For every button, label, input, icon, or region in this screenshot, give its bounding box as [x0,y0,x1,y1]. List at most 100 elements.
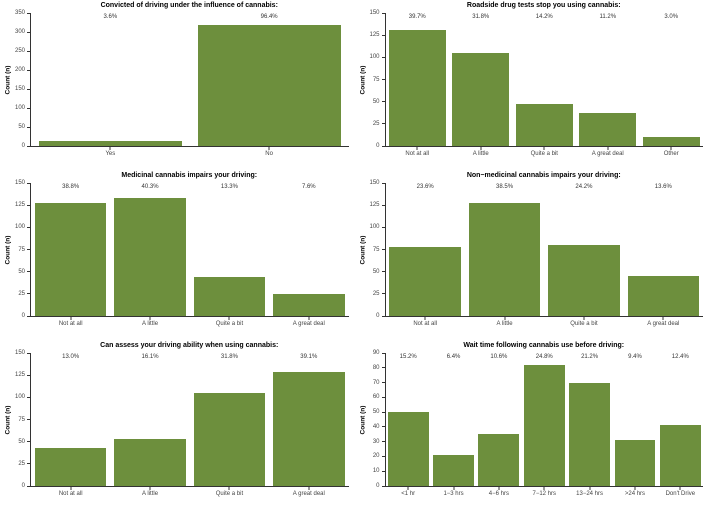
x-tick-mark [268,147,270,150]
x-tick-label: <1 hr [401,491,416,497]
x-tick-mark [228,317,230,320]
x-tick-label: A little [472,151,489,157]
bar [273,371,345,486]
y-tick-label: 0 [21,483,25,489]
y-tick-label: 75 [18,246,25,253]
y-tick-mark [27,441,30,443]
percent-label: 24.8% [535,354,553,360]
chart-title: Can assess your driving ability when usi… [100,342,279,349]
bar [452,52,510,146]
y-tick-mark [381,182,385,184]
bar [34,447,107,486]
x-tick-label: A little [142,321,159,327]
y-tick-mark [27,226,30,228]
bar [433,454,474,486]
percent-label: 31.8% [220,354,238,360]
bar [627,276,700,316]
plot-area: 0 50 100 150 200 250 300 350 3.6% Yes 96.4% No [15,10,349,157]
y-tick-label: 50 [18,268,25,275]
x-tick-mark [453,487,455,490]
bar [193,277,266,316]
x-tick-label: A great deal [292,491,325,497]
y-tick-label: 250 [14,48,25,54]
y-tick-mark [27,69,30,71]
y-tick-label: 150 [369,10,380,16]
bar [388,29,446,146]
percent-label: 38.8% [62,184,80,190]
y-tick-mark [27,204,30,206]
x-tick-mark [416,147,418,150]
y-tick-label: 100 [14,105,25,112]
chart-panel: Wait time following cannabis use before … [355,340,709,510]
y-tick-mark [27,88,30,90]
y-tick-label: 200 [14,67,25,74]
y-tick-label: 150 [369,180,380,186]
y-tick-label: 50 [372,98,380,105]
percent-label: 11.2% [599,14,617,20]
y-tick-mark [27,396,30,398]
y-tick-mark [27,107,30,109]
chart-title: Wait time following cannabis use before … [463,342,625,349]
y-tick-label: 25 [18,290,25,297]
y-tick-mark [381,123,385,125]
x-tick-label: No [265,151,273,157]
percent-label: 31.8% [472,14,490,20]
percent-label: 23.6% [416,184,434,190]
y-tick-mark [27,182,30,184]
y-tick-mark [27,271,30,273]
percent-label: 13.6% [654,184,672,190]
x-tick-label: Not at all [58,321,83,327]
x-tick-mark [634,487,636,490]
bar [659,425,701,486]
y-tick-mark [381,249,385,250]
y-tick-mark [27,12,30,14]
x-tick-mark [498,487,500,490]
bar [389,246,461,316]
chart-panel: Medicinal cannabis impairs your driving:… [0,170,355,340]
percent-label: 9.4% [628,354,642,360]
y-tick-mark [27,249,30,250]
percent-label: 39.7% [408,14,426,20]
y-tick-mark [27,293,30,295]
y-tick-mark [381,226,385,228]
percent-label: 15.2% [399,354,417,360]
percent-label: 3.6% [103,14,118,20]
x-tick-label: A great deal [647,321,680,327]
x-tick-label: Not at all [413,321,438,327]
x-tick-label: Quite a bit [530,151,558,157]
y-tick-mark [381,56,385,58]
x-tick-mark [149,317,151,320]
y-tick-mark [27,126,30,128]
percent-label: 39.1% [300,354,318,360]
y-tick-mark [27,352,30,354]
y-tick-label: 125 [369,202,380,209]
y-tick-mark [381,367,385,369]
bar [387,412,429,486]
bar [273,293,345,316]
y-tick-label: 150 [14,86,25,92]
chart-panel: Roadside drug tests stop you using canna… [355,0,709,170]
chart-title: Non−medicinal cannabis impairs your driv… [466,172,621,179]
y-tick-mark [27,419,30,420]
y-tick-label: 70 [372,379,380,386]
bar [468,203,541,316]
chart-title: Medicinal cannabis impairs your driving: [121,172,258,179]
x-tick-label: >24 hrs [624,491,646,497]
percent-label: 24.2% [575,184,593,190]
y-tick-label: 25 [372,290,380,297]
x-tick-mark [543,487,545,490]
x-tick-label: Not at all [405,151,430,157]
x-tick-mark [308,317,310,320]
y-tick-label: 30 [372,438,380,445]
x-tick-label: A great deal [591,151,624,157]
y-tick-label: 0 [21,313,25,319]
x-tick-mark [589,487,591,490]
y-tick-label: 100 [14,394,25,401]
y-tick-mark [381,455,385,457]
percent-label: 14.2% [535,14,553,20]
y-tick-mark [27,50,30,52]
y-tick-label: 50 [18,124,25,131]
x-tick-mark [504,317,506,320]
x-tick-label: Quite a bit [570,321,598,327]
